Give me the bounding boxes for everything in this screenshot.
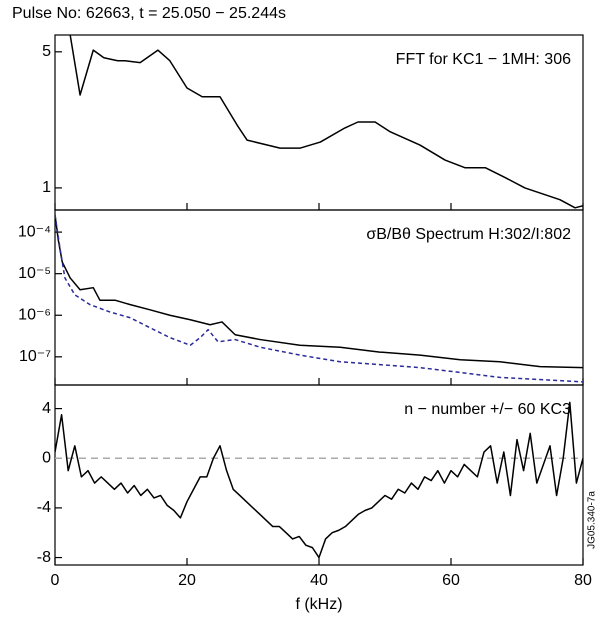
panel-annotation: FFT for KC1 − 1MH: 306 [396,51,571,68]
y-tick-label: -4 [37,499,51,516]
x-tick-label: 20 [178,572,196,589]
y-tick-label: 10⁻⁷ [19,348,51,365]
y-tick-label: 0 [42,449,51,466]
series-line [55,214,583,369]
y-tick-label: 10⁻⁶ [18,306,51,323]
y-tick-label: 10⁻⁵ [18,265,51,282]
y-tick-label: 10⁻⁴ [18,223,51,240]
y-tick-label: 1 [42,179,51,196]
x-axis-label: f (kHz) [295,596,342,613]
series-line [55,401,583,559]
y-tick-label: -8 [37,549,51,566]
side-note: JG05.340-7a [587,491,597,549]
figure-title: Pulse No: 62663, t = 25.050 − 25.244s [12,5,286,22]
y-tick-label: 5 [42,43,51,60]
x-tick-label: 0 [51,572,60,589]
series-line [69,35,583,209]
panel-annotation: σB/Bθ Spectrum H:302/I:802 [366,226,571,243]
panel-annotation: n − number +/− 60 KC3 [404,401,571,418]
y-tick-label: 4 [42,400,51,417]
x-tick-label: 80 [574,572,592,589]
x-tick-label: 60 [442,572,460,589]
x-tick-label: 40 [310,572,328,589]
series-line [55,214,583,383]
